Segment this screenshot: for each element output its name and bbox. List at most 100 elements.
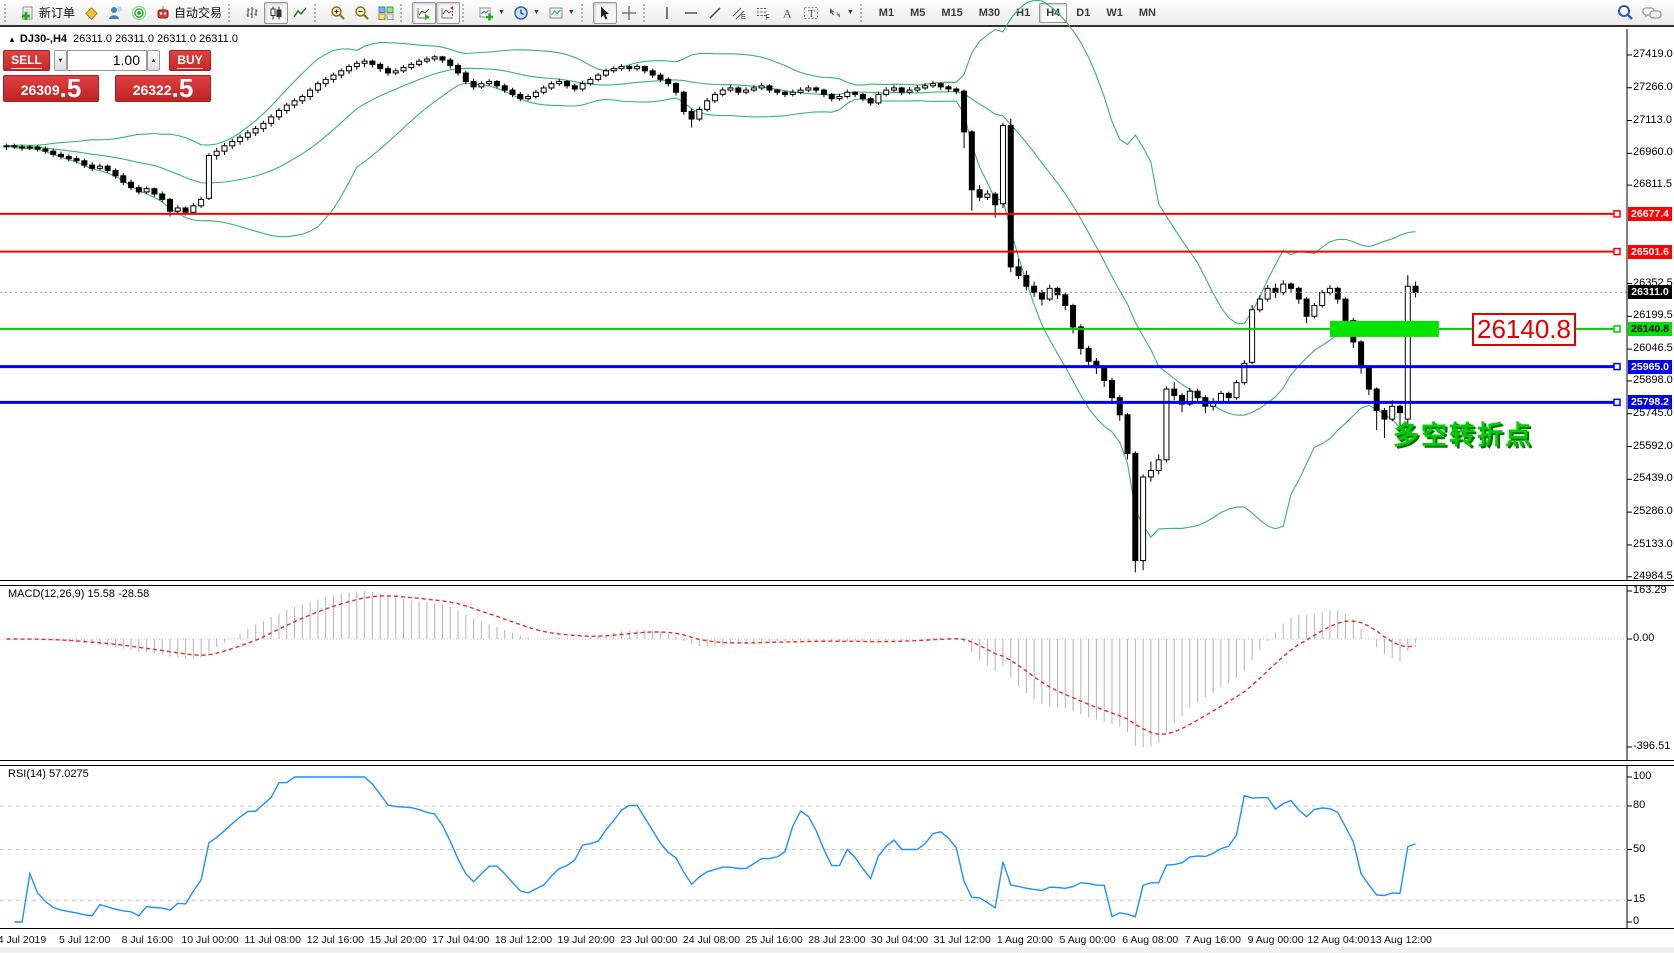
timeframe-m15[interactable]: M15 (941, 6, 963, 19)
rsi-window-separator[interactable] (0, 760, 1674, 766)
collapse-triangle-icon[interactable]: ▲ (8, 35, 16, 44)
buy-price-int: 26322 (132, 82, 172, 98)
price-annotation-label[interactable]: 26140.8 (1472, 313, 1576, 346)
line-chart-button[interactable] (288, 2, 312, 24)
time-label: 11 Jul 08:00 (244, 934, 301, 946)
zoom-in-icon (330, 5, 346, 21)
vertical-line-button[interactable] (655, 2, 679, 24)
one-click-trading-panel: SELL ▼ 1.00 ▲ BUY 26309.5 26322.5 (3, 49, 211, 102)
volume-input[interactable]: 1.00 (67, 50, 147, 71)
new-order-button[interactable]: 新订单 (16, 2, 79, 24)
price-tick: 26960.0 (1633, 146, 1673, 159)
rsi-value: 57.0275 (48, 768, 89, 780)
candlestick-chart-icon (268, 5, 284, 21)
text-label-button[interactable]: T (799, 2, 823, 24)
time-label: 18 Jul 12:00 (494, 934, 553, 946)
price-tick: 24984.5 (1633, 569, 1673, 582)
sell-price-button[interactable]: 26309.5 (3, 75, 99, 102)
price-tick: 25898.0 (1633, 373, 1673, 386)
timeframe-h4[interactable]: H4 (1039, 2, 1068, 23)
crosshair-button[interactable] (617, 2, 641, 24)
toolbar-separator (642, 3, 651, 22)
price-tick: 27419.0 (1633, 47, 1673, 60)
timeframe-h1[interactable]: H1 (1016, 6, 1031, 19)
turning-point-annotation[interactable]: 多空转折点 (1393, 420, 1534, 450)
fibonacci-button[interactable]: F (751, 2, 775, 24)
timeframe-m5[interactable]: M5 (910, 6, 926, 19)
price-tick: 25745.0 (1633, 406, 1673, 419)
search-button[interactable] (1613, 2, 1638, 24)
buy-price-button[interactable]: 26322.5 (115, 75, 211, 102)
ohlc-quotes: 26311.0 26311.0 26311.0 26311.0 (73, 33, 238, 45)
macd-tick: 163.29 (1633, 584, 1667, 596)
auto-scroll-button[interactable] (412, 1, 437, 24)
bar-chart-icon (244, 5, 260, 21)
zoom-out-button[interactable] (350, 2, 374, 24)
period-dropdown[interactable]: ▼ (509, 2, 544, 24)
chat-button[interactable] (1638, 2, 1666, 24)
sell-button[interactable]: SELL (3, 50, 50, 71)
rsi-tick: 0 (1633, 915, 1640, 927)
toolbar-separator (228, 3, 236, 22)
time-label: 12 Jul 16:00 (306, 934, 364, 946)
community-button[interactable] (103, 2, 127, 24)
price-tick: 25133.0 (1633, 537, 1673, 550)
tile-windows-button[interactable] (374, 2, 398, 24)
timeframe-m30[interactable]: M30 (978, 6, 1001, 19)
time-label: 30 Jul 04:00 (870, 934, 929, 946)
signals-button[interactable] (127, 2, 151, 24)
time-label: 28 Jul 23:00 (808, 934, 866, 946)
horizontal-line-button[interactable] (679, 2, 703, 24)
arrows-shapes-icon (827, 5, 843, 21)
channel-button[interactable]: E (727, 2, 751, 24)
buy-button[interactable]: BUY (169, 50, 211, 71)
macd-window-separator[interactable] (0, 580, 1674, 586)
volume-increase-button[interactable]: ▲ (147, 50, 160, 71)
toolbar-grip[interactable] (4, 3, 12, 22)
bar-chart-button[interactable] (240, 2, 264, 24)
chart-shift-button[interactable] (436, 1, 461, 24)
price-tick: 26199.5 (1633, 309, 1673, 322)
line-chart-icon (292, 5, 308, 21)
price-tick: 25592.0 (1633, 439, 1673, 452)
svg-text:F: F (765, 14, 769, 21)
volume-decrease-button[interactable]: ▼ (54, 50, 67, 71)
zoom-in-button[interactable] (326, 2, 350, 24)
metaquotes-button[interactable] (79, 2, 103, 24)
signals-icon (131, 5, 147, 21)
toolbar-separator (580, 3, 589, 22)
timeframe-d1[interactable]: D1 (1076, 6, 1091, 19)
sell-price-frac: .5 (59, 73, 82, 103)
shapes-dropdown[interactable]: ▼ (823, 2, 858, 24)
cursor-button[interactable] (592, 1, 617, 24)
auto-trading-button[interactable]: 自动交易 (151, 2, 226, 24)
template-dropdown[interactable]: ▼ (544, 2, 579, 24)
vertical-line-icon (659, 5, 675, 21)
time-label: 10 Jul 00:00 (181, 934, 239, 946)
price-tick: 26046.5 (1633, 342, 1673, 355)
community-person-icon (107, 5, 123, 21)
candlestick-chart-button[interactable] (264, 1, 289, 24)
timeframe-mn[interactable]: MN (1138, 6, 1156, 19)
svg-text:A: A (783, 6, 792, 20)
tile-windows-icon (378, 5, 394, 21)
rsi-tick: 50 (1633, 842, 1646, 855)
rsi-tick: 15 (1633, 893, 1646, 906)
zoom-out-icon (354, 5, 370, 21)
new-chart-dropdown[interactable]: ▼ (474, 2, 509, 24)
price-tag-26140.8: 26140.8 (1628, 321, 1672, 336)
price-tag-25965.0: 25965.0 (1628, 359, 1672, 374)
timeframe-w1[interactable]: W1 (1106, 6, 1123, 19)
text-button[interactable]: A (775, 2, 799, 24)
rsi-name: RSI(14) (8, 768, 46, 780)
auto-trading-robot-icon (155, 5, 171, 21)
trendline-button[interactable] (703, 2, 727, 24)
sell-button-label: SELL (11, 52, 42, 69)
svg-text:T: T (808, 8, 815, 20)
macd-main-value: 15.58 (87, 588, 116, 600)
timeframe-m1[interactable]: M1 (878, 6, 895, 19)
macd-tick: 0.00 (1633, 632, 1655, 644)
time-label: 17 Jul 04:00 (432, 934, 490, 946)
price-tick: 25286.0 (1633, 505, 1673, 518)
